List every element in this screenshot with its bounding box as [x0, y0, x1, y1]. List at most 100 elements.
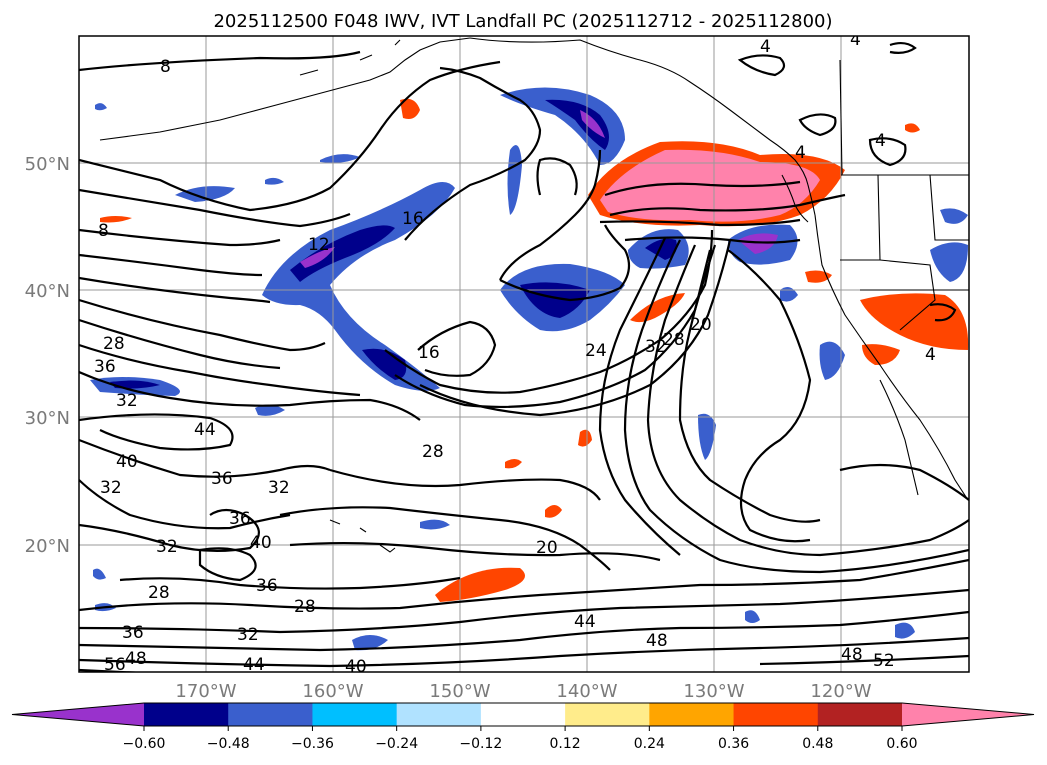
- latitude-labels: 50°N 40°N 30°N 20°N: [25, 154, 70, 557]
- colorbar-segment: [312, 703, 398, 726]
- contour-label: 24: [585, 341, 607, 361]
- pc-negative-region: [265, 177, 284, 185]
- contour-label: 12: [308, 235, 330, 255]
- pc-negative-region: [940, 208, 968, 224]
- colorbar-segment: [480, 703, 566, 726]
- pc-negative-region: [930, 242, 968, 282]
- pc-negative-region: [545, 99, 609, 150]
- lon-label: 140°W: [556, 681, 617, 702]
- contour-label: 28: [103, 334, 125, 354]
- contour-label: 36: [229, 509, 251, 529]
- lon-label: 130°W: [683, 681, 744, 702]
- pc-negative-region: [895, 622, 915, 639]
- contour-label: 44: [574, 612, 596, 632]
- colorbar-extend-low: [12, 703, 144, 726]
- contour-label: 28: [294, 597, 316, 617]
- contour-label: 44: [194, 420, 216, 440]
- pc-negative-region: [738, 233, 778, 254]
- coastlines: [99, 37, 969, 553]
- colorbar-tick-label: −0.48: [207, 736, 250, 752]
- lon-label: 150°W: [429, 681, 490, 702]
- contour-label: 40: [250, 533, 272, 553]
- contour-label: 36: [256, 576, 278, 596]
- lat-label: 30°N: [25, 408, 70, 429]
- contour-label: 16: [402, 209, 424, 229]
- colorbar-extend-high: [902, 703, 1034, 726]
- colorbar-segment: [144, 703, 229, 726]
- contour-label: 32: [100, 478, 122, 498]
- contour-labels: 8 8 4 4 4 4 4 16 16 12 28 36 32 44 40 36…: [94, 30, 936, 677]
- pc-positive-region: [400, 98, 420, 119]
- pc-negative-region: [500, 87, 625, 165]
- lon-label: 160°W: [302, 681, 363, 702]
- map-area: 8 8 4 4 4 4 4 16 16 12 28 36 32 44 40 36…: [79, 30, 969, 677]
- contour-label: 52: [873, 651, 895, 671]
- pc-positive-region: [860, 293, 969, 350]
- map-frame: [78, 35, 970, 673]
- contour-label: 48: [841, 645, 863, 665]
- pc-positive-region: [545, 505, 562, 518]
- pc-negative-region: [780, 286, 798, 302]
- contour-label: 56: [104, 655, 126, 675]
- pc-negative-region: [290, 225, 395, 282]
- contour-label: 28: [663, 330, 685, 350]
- longitude-labels: 170°W 160°W 150°W 140°W 130°W 120°W: [175, 681, 871, 702]
- pc-negative-region: [320, 154, 360, 163]
- contour-label: 40: [116, 452, 138, 472]
- pc-negative-region: [745, 610, 760, 623]
- pc-positive-region: [435, 567, 525, 602]
- colorbar-tick-label: 0.12: [550, 736, 581, 752]
- pc-positive-region: [630, 293, 685, 323]
- colorbar-tick-label: −0.36: [291, 736, 334, 752]
- contour-label: 4: [875, 131, 886, 151]
- contour-label: 32: [645, 337, 667, 357]
- colorbar-segment: [817, 703, 903, 726]
- pc-positive-region: [100, 216, 132, 223]
- colorbar-segment: [228, 703, 313, 726]
- pc-negative-region: [255, 404, 285, 416]
- contour-label: 4: [925, 345, 936, 365]
- lat-label: 20°N: [25, 536, 70, 557]
- contour-label: 4: [760, 37, 771, 57]
- colorbar-tick-label: 0.60: [886, 736, 917, 752]
- colorbar-segment: [565, 703, 650, 726]
- pc-shading: [90, 87, 969, 651]
- pc-positive-region: [505, 459, 522, 469]
- pc-negative-region: [698, 413, 716, 460]
- lon-label: 120°W: [810, 681, 871, 702]
- colorbar-tick-label: −0.12: [459, 736, 502, 752]
- colorbar-segment: [649, 703, 735, 726]
- colorbar: −0.60 −0.48 −0.36 −0.24 −0.12 0.12 0.24 0.36 0.4…: [11, 702, 1035, 752]
- colorbar-tick-label: 0.36: [718, 736, 749, 752]
- colorbar-tick-label: 0.24: [634, 736, 665, 752]
- contour-label: 36: [122, 623, 144, 643]
- contour-label: 4: [850, 30, 861, 50]
- colorbar-tick-label: 0.48: [802, 736, 833, 752]
- contour-label: 4: [795, 143, 806, 163]
- contour-label: 36: [94, 357, 116, 377]
- lon-label: 170°W: [175, 681, 236, 702]
- contour-label: 32: [116, 391, 138, 411]
- map-title: 2025112500 F048 IWV, IVT Landfall PC (20…: [213, 11, 832, 32]
- pc-negative-region: [175, 186, 235, 202]
- contour-label: 16: [418, 343, 440, 363]
- colorbar-segment: [733, 703, 819, 726]
- contour-label: 20: [536, 538, 558, 558]
- pc-negative-region: [420, 519, 450, 530]
- colorbar-segment: [396, 703, 482, 726]
- contour-label: 36: [211, 469, 233, 489]
- colorbar-tick-label: −0.24: [375, 736, 418, 752]
- pc-positive-region: [578, 429, 592, 447]
- contour-label: 40: [345, 657, 367, 677]
- contour-label: 28: [422, 442, 444, 462]
- lat-label: 50°N: [25, 154, 70, 175]
- iwv-contours: [79, 41, 969, 672]
- pc-negative-region: [520, 282, 590, 318]
- contour-label: 28: [148, 583, 170, 603]
- contour-label: 32: [156, 537, 178, 557]
- contour-label: 32: [237, 625, 259, 645]
- lat-label: 40°N: [25, 281, 70, 302]
- contour-label: 8: [160, 57, 171, 77]
- pc-negative-region: [819, 341, 845, 380]
